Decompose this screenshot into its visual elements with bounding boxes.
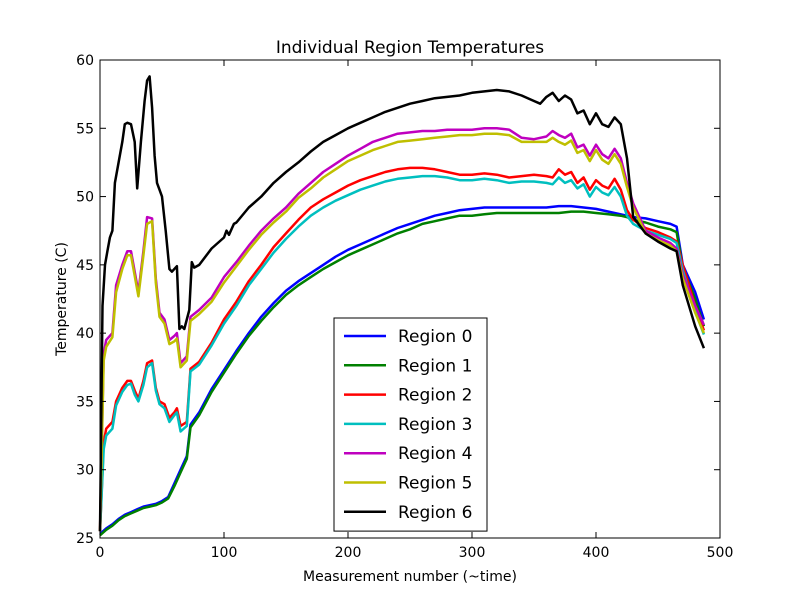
legend: Region 0 Region 1 Region 2 Region 3 Region 4… xyxy=(333,317,488,532)
x-axis-label: Measurement number (~time) xyxy=(303,569,517,585)
y-tick-label: 60 xyxy=(76,53,94,69)
plot-lines xyxy=(98,75,706,537)
legend-label: Region 2 xyxy=(398,386,472,406)
legend-label: Region 6 xyxy=(398,503,472,523)
x-tick-label: 0 xyxy=(96,545,105,561)
legend-label: Region 1 xyxy=(398,356,472,376)
y-tick-label: 45 xyxy=(76,258,94,274)
x-tick-label: 300 xyxy=(459,545,486,561)
axis-ticks: 0 100 200 300 400 500 25 30 35 40 45 50 55 60 xyxy=(76,53,733,561)
plot-frame xyxy=(99,59,721,539)
x-tick-label: 200 xyxy=(335,545,362,561)
x-tick-label: 100 xyxy=(211,545,238,561)
series-line-region-0 xyxy=(99,204,706,535)
x-tick-label: 500 xyxy=(707,545,734,561)
y-tick-label: 25 xyxy=(76,531,94,547)
series-line-region-1 xyxy=(99,210,706,537)
legend-label: Region 4 xyxy=(398,444,472,464)
y-tick-label: 55 xyxy=(76,121,94,137)
series-line-region-6 xyxy=(98,75,706,532)
series-line-region-3 xyxy=(98,174,706,532)
y-tick-label: 50 xyxy=(76,190,94,206)
chart-title: Individual Region Temperatures xyxy=(276,38,544,58)
legend-label: Region 0 xyxy=(398,327,472,347)
legend-label: Region 3 xyxy=(398,415,472,435)
y-tick-label: 40 xyxy=(76,326,94,342)
series-line-region-5 xyxy=(98,132,706,532)
y-tick-label: 35 xyxy=(76,394,94,410)
y-tick-label: 30 xyxy=(76,463,94,479)
x-tick-label: 400 xyxy=(583,545,610,561)
series-line-region-4 xyxy=(98,127,706,532)
series-line-region-2 xyxy=(98,166,706,532)
y-axis-label: Temperature (C) xyxy=(54,242,70,357)
legend-label: Region 5 xyxy=(398,474,472,494)
